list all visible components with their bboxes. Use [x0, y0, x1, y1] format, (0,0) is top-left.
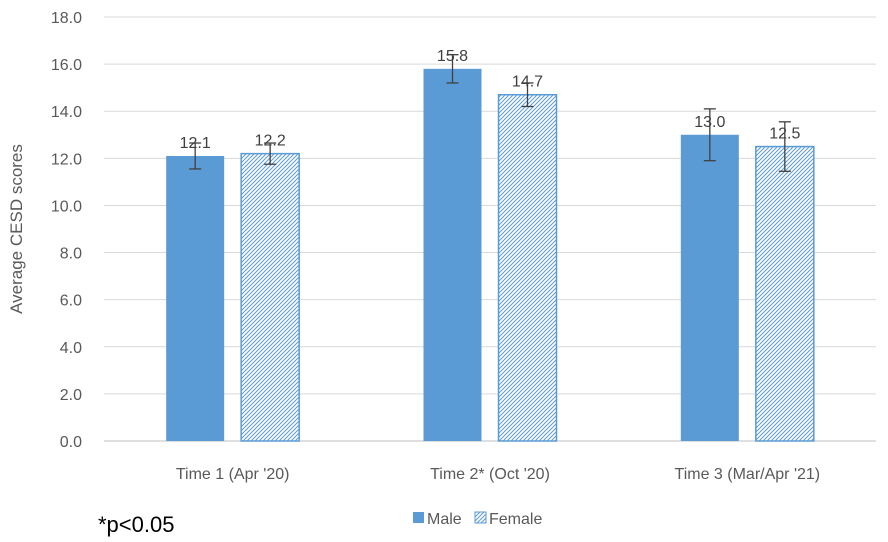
x-category-label: Time 1 (Apr '20) — [176, 466, 290, 483]
legend-swatch — [413, 512, 424, 523]
data-label: 12.1 — [180, 135, 211, 152]
y-axis-tick-labels: 0.0 2.0 4.0 6.0 8.0 10.0 12.0 14.0 16.0 18.0 — [51, 10, 82, 451]
y-tick-label: 2.0 — [60, 387, 82, 404]
legend-item-male: Male — [413, 511, 462, 528]
error-bar-female-2 — [521, 82, 534, 108]
y-axis-title: Average CESD scores — [7, 144, 26, 314]
error-bar-female-3 — [778, 121, 791, 172]
data-label: 12.2 — [255, 133, 286, 150]
legend: Male Female — [413, 511, 542, 528]
bar-female-2 — [497, 93, 558, 442]
error-bar-male-3 — [703, 108, 716, 162]
bar-female-3 — [755, 145, 815, 442]
x-axis-category-labels: Time 1 (Apr '20) Time 2* (Oct '20) Time 3 … — [176, 466, 820, 483]
data-labels: 12.1 12.2 15.8 14.7 13.0 12.5 — [180, 48, 801, 152]
y-tick-label: 0.0 — [60, 434, 82, 451]
error-bars — [189, 54, 791, 172]
data-label: 12.5 — [769, 126, 800, 143]
y-tick-label: 8.0 — [60, 246, 82, 263]
legend-label: Male — [427, 511, 462, 528]
bars — [166, 68, 815, 442]
error-bar-male-2 — [446, 54, 459, 84]
y-tick-label: 12.0 — [51, 151, 82, 168]
y-tick-label: 4.0 — [60, 340, 82, 357]
error-bar-female-1 — [264, 142, 277, 165]
legend-swatch — [474, 511, 487, 524]
legend-item-female: Female — [474, 511, 542, 528]
bar-female-1 — [240, 152, 300, 442]
y-tick-label: 18.0 — [51, 10, 82, 27]
gridlines — [104, 16, 876, 442]
y-tick-label: 14.0 — [51, 104, 82, 121]
data-label: 14.7 — [512, 74, 543, 91]
x-category-label: Time 2* (Oct '20) — [430, 466, 550, 483]
y-tick-label: 16.0 — [51, 57, 82, 74]
significance-footnote: *p<0.05 — [98, 512, 174, 537]
bar-male-3 — [680, 134, 739, 441]
bar-male-2 — [423, 68, 482, 442]
y-tick-label: 10.0 — [51, 198, 82, 215]
bar-male-1 — [166, 155, 225, 441]
data-label: 13.0 — [694, 114, 725, 131]
data-label: 15.8 — [437, 48, 468, 65]
y-tick-label: 6.0 — [60, 293, 82, 310]
legend-label: Female — [489, 511, 542, 528]
error-bar-male-1 — [189, 142, 202, 170]
x-category-label: Time 3 (Mar/Apr '21) — [675, 466, 821, 483]
